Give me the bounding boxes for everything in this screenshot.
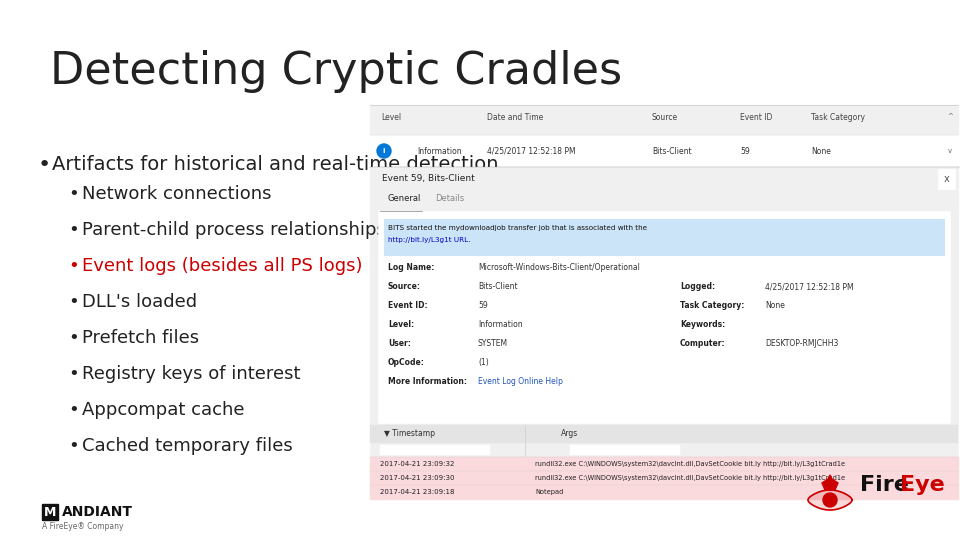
Text: ▼ Timestamp: ▼ Timestamp [384, 429, 435, 438]
Text: Task Category: Task Category [811, 113, 865, 122]
Circle shape [823, 493, 837, 507]
Bar [370, 485, 958, 499]
Text: Cached temporary files: Cached temporary files [82, 437, 293, 455]
Text: None: None [811, 146, 830, 156]
Text: i: i [383, 148, 385, 154]
Text: Bits-Client: Bits-Client [478, 282, 517, 291]
Bar [370, 471, 958, 485]
Text: General: General [388, 194, 421, 203]
Text: •: • [68, 401, 79, 419]
Text: Event ID: Event ID [740, 113, 773, 122]
Text: Log Name:: Log Name: [388, 263, 434, 272]
Text: rundll32.exe C:\WINDOWS\system32\davclnt.dll,DavSetCookie bit.ly http://bit.ly/L: rundll32.exe C:\WINDOWS\system32\davclnt… [535, 475, 845, 481]
Text: 59: 59 [740, 146, 750, 156]
Text: Appcompat cache: Appcompat cache [82, 401, 245, 419]
Text: 2017-04-21 23:09:30: 2017-04-21 23:09:30 [380, 475, 454, 481]
Text: Logged:: Logged: [680, 282, 715, 291]
Bar [380, 445, 490, 455]
Text: http://bit.ly/L3g1t URL.: http://bit.ly/L3g1t URL. [388, 237, 470, 243]
Text: •: • [68, 257, 79, 275]
Text: DESKTOP-RMJCHH3: DESKTOP-RMJCHH3 [765, 339, 838, 348]
Text: rundll32.exe C:\WINDOWS\system32\davclnt.dll,DavSetCookie bit.ly http://bit.ly/L: rundll32.exe C:\WINDOWS\system32\davclnt… [535, 461, 845, 467]
Text: Notepad: Notepad [535, 489, 564, 495]
Text: More Information:: More Information: [388, 377, 467, 386]
Text: Computer:: Computer: [680, 339, 726, 348]
Text: A FireEye® Company: A FireEye® Company [42, 522, 124, 531]
Text: •: • [68, 293, 79, 311]
Bar [42, 504, 58, 520]
Text: None: None [765, 301, 785, 310]
Text: Event Log Online Help: Event Log Online Help [478, 377, 563, 386]
Text: Artifacts for historical and real-time detection: Artifacts for historical and real-time d… [52, 155, 498, 174]
Polygon shape [808, 490, 852, 510]
Text: Task Category:: Task Category: [680, 301, 744, 310]
Text: x: x [944, 174, 949, 184]
Text: 4/25/2017 12:52:18 PM: 4/25/2017 12:52:18 PM [487, 146, 576, 156]
Text: •: • [68, 185, 79, 203]
Bar [370, 457, 958, 471]
Text: User:: User: [388, 339, 411, 348]
Bar [370, 425, 958, 443]
Bar [384, 219, 944, 255]
Text: 59: 59 [478, 301, 488, 310]
Text: Fire: Fire [860, 475, 909, 495]
Text: 2017-04-21 23:09:32: 2017-04-21 23:09:32 [380, 461, 454, 467]
Bar [370, 167, 958, 191]
Text: •: • [68, 365, 79, 383]
Text: Details: Details [435, 194, 465, 203]
Text: Source: Source [652, 113, 678, 122]
Polygon shape [822, 475, 838, 490]
Text: Event ID:: Event ID: [388, 301, 427, 310]
Bar [570, 445, 680, 455]
Text: Network connections: Network connections [82, 185, 272, 203]
Bar [370, 191, 958, 211]
Text: Level:: Level: [388, 320, 414, 329]
Text: •: • [68, 221, 79, 239]
Text: OpCode:: OpCode: [388, 358, 425, 367]
Text: ^: ^ [948, 113, 953, 119]
Text: (1): (1) [478, 358, 489, 367]
Text: v: v [948, 148, 952, 154]
Text: Microsoft-Windows-Bits-Client/Operational: Microsoft-Windows-Bits-Client/Operationa… [478, 263, 640, 272]
Text: Bits-Client: Bits-Client [652, 146, 691, 156]
Text: Date and Time: Date and Time [487, 113, 543, 122]
Bar [370, 425, 958, 472]
Text: DLL's loaded: DLL's loaded [82, 293, 197, 311]
Text: Args: Args [562, 429, 579, 438]
Text: Detecting Cryptic Cradles: Detecting Cryptic Cradles [50, 50, 622, 93]
Bar [370, 167, 958, 425]
Text: Registry keys of interest: Registry keys of interest [82, 365, 300, 383]
Text: •: • [68, 329, 79, 347]
Text: Prefetch files: Prefetch files [82, 329, 199, 347]
Text: M: M [44, 505, 57, 518]
Text: ANDIANT: ANDIANT [62, 505, 133, 519]
Bar [378, 211, 950, 423]
Text: BITS started the mydownloadjob transfer job that is associated with the: BITS started the mydownloadjob transfer … [388, 225, 647, 231]
Text: Information: Information [478, 320, 522, 329]
Bar [370, 135, 958, 167]
Text: •: • [68, 437, 79, 455]
Text: SYSTEM: SYSTEM [478, 339, 508, 348]
Text: Source:: Source: [388, 282, 421, 291]
Text: Information: Information [417, 146, 462, 156]
Text: •: • [38, 155, 51, 175]
Text: 4/25/2017 12:52:18 PM: 4/25/2017 12:52:18 PM [765, 282, 853, 291]
Bar [370, 105, 958, 135]
Text: Parent-child process relationships: Parent-child process relationships [82, 221, 386, 239]
Text: Eye: Eye [900, 475, 945, 495]
Circle shape [377, 144, 391, 158]
Text: 2017-04-21 23:09:18: 2017-04-21 23:09:18 [380, 489, 454, 495]
Text: Event 59, Bits-Client: Event 59, Bits-Client [382, 174, 475, 184]
Text: Level: Level [381, 113, 401, 122]
Bar [938, 169, 955, 189]
Text: Event logs (besides all PS logs): Event logs (besides all PS logs) [82, 257, 363, 275]
Text: Keywords:: Keywords: [680, 320, 725, 329]
